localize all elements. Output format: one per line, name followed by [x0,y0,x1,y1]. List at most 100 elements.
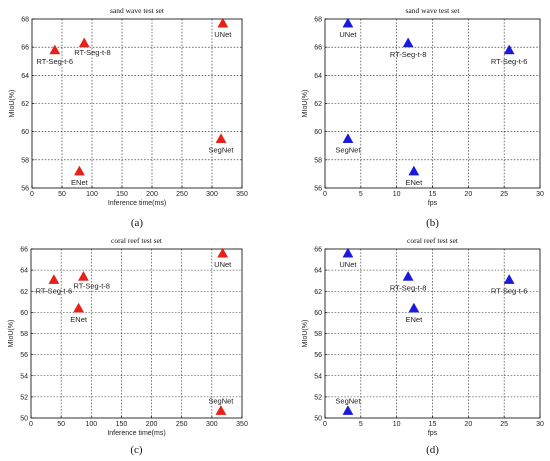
point-label: SegNet [208,146,234,155]
point-label: RT-Seg-t-8 [73,281,110,290]
x-tick-label: 30 [536,421,544,428]
y-tick-label: 66 [314,45,322,52]
data-point-unet [217,247,229,258]
x-tick-label: 200 [146,421,158,428]
data-point-unet [217,17,229,28]
chart-title: sand wave test set [110,6,165,15]
x-tick-label: 0 [29,421,33,428]
point-label: RT-Seg-t-6 [36,287,73,296]
y-tick-label: 60 [20,310,28,317]
x-tick-label: 250 [176,191,188,198]
y-tick-label: 60 [314,129,322,136]
x-tick-label: 350 [236,421,248,428]
data-point-rt-seg-t-6 [503,274,515,284]
x-axis-label: Inference time(ms) [107,430,165,437]
y-tick-label: 50 [314,416,322,423]
x-tick-label: 0 [323,421,327,428]
point-label: RT-Seg-t-6 [491,287,528,296]
x-tick-label: 20 [464,191,472,198]
data-point-rt-seg-t-8 [78,37,90,48]
y-axis-label: MIoU(%) [8,320,15,348]
x-tick-label: 25 [500,191,508,198]
x-tick-label: 15 [429,421,437,428]
chart-coral-reef-inference-time: 0 50 100 150 200 250 300 350505254565860626466c… [8,236,248,456]
y-tick-label: 64 [20,268,28,275]
data-point-rt-seg-t-8 [402,270,414,281]
y-tick-label: 66 [21,45,29,52]
point-label: RT-Seg-t-8 [390,283,427,292]
y-tick-label: 68 [21,17,29,24]
y-tick-label: 64 [314,268,322,275]
x-tick-label: 200 [146,191,158,198]
data-point-rt-seg-t-6 [49,44,61,55]
x-tick-label: 150 [116,191,128,198]
x-tick-label: 100 [85,421,97,428]
data-point-segnet [215,133,227,143]
point-label: UNet [339,30,357,39]
point-label: UNet [214,30,232,39]
x-axis-label: fps [428,430,438,437]
x-axis-label: fps [428,200,438,207]
chart-sand-wave-fps: 0 5 10 15 20 25 30 56 58 60 62 64 66 68 sand wave test… [302,6,544,229]
x-tick-label: 10 [393,421,401,428]
data-point-segnet [342,405,354,415]
y-tick-label: 50 [20,416,28,423]
x-tick-label: 50 [58,191,66,198]
y-tick-label: 56 [314,352,322,359]
data-point-unet [342,17,354,28]
x-tick-label: 250 [176,421,188,428]
y-tick-label: 56 [314,186,322,193]
y-tick-label: 66 [314,247,322,254]
y-tick-label: 58 [21,157,29,164]
plot-frame [31,18,243,189]
x-tick-label: 30 [536,191,544,198]
y-tick-label: 56 [21,186,29,193]
data-point-enet [73,165,85,176]
y-tick-label: 52 [20,394,28,401]
data-point-enet [408,165,420,176]
y-tick-label: 62 [314,289,322,296]
y-axis-label: MIoU(%) [302,320,309,348]
data-point-rt-seg-t-8 [402,37,414,48]
panel-label: (a) [131,217,144,229]
x-tick-label: 20 [464,421,472,428]
y-tick-label: 56 [20,352,28,359]
data-point-enet [73,302,85,313]
x-tick-label: 0 [323,191,327,198]
panel-label: (c) [130,444,143,456]
x-tick-label: 0 [30,191,34,198]
x-tick-label: 15 [429,191,437,198]
y-tick-label: 60 [314,310,322,317]
y-tick-label: 66 [20,247,28,254]
point-label: ENet [406,178,424,187]
data-point-segnet [215,405,227,415]
data-point-rt-seg-t-6 [503,44,515,55]
y-tick-label: 64 [21,73,29,80]
x-tick-label: 25 [500,421,508,428]
y-axis-label: MIoU(%) [9,90,16,118]
y-tick-label: 64 [314,73,322,80]
x-tick-label: 150 [116,421,128,428]
point-label: SegNet [208,397,234,406]
data-point-unet [342,247,354,258]
point-label: RT-Seg-t-8 [74,48,111,57]
y-tick-label: 62 [20,289,28,296]
y-tick-label: 58 [314,157,322,164]
y-tick-label: 54 [314,373,322,380]
data-point-rt-seg-t-6 [48,274,60,284]
x-axis-label: Inference time(ms) [108,200,166,207]
chart-title: sand wave test set [406,6,461,15]
point-label: ENet [70,315,88,324]
chart-sand-wave-inference-time: 0 50 100 150 200 250 300 350 56 58 60 62 64 66 68 sand … [9,6,248,229]
point-label: ENet [406,315,424,324]
data-point-enet [408,302,420,313]
y-tick-label: 54 [20,373,28,380]
point-label: UNet [214,260,232,269]
panel-label: (d) [426,444,439,456]
point-label: RT-Seg-t-6 [37,57,74,66]
y-tick-label: 68 [314,17,322,24]
x-tick-label: 50 [57,421,65,428]
point-label: SegNet [335,397,361,406]
y-tick-label: 58 [20,331,28,338]
